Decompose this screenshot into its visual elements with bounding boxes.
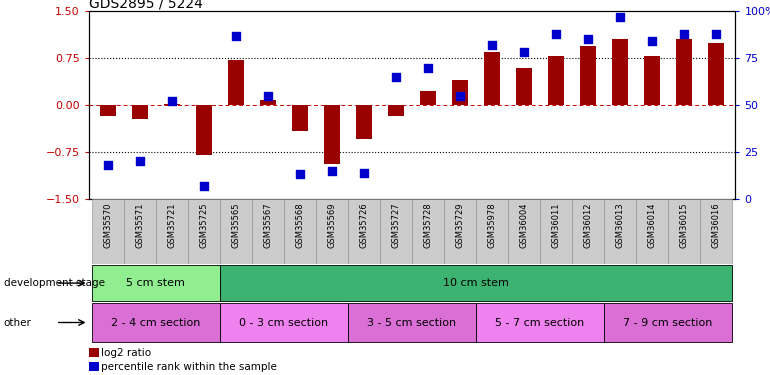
Text: GSM36004: GSM36004	[520, 202, 528, 248]
Bar	[292, 105, 308, 131]
Text: GSM35725: GSM35725	[199, 202, 209, 248]
Text: GSM36015: GSM36015	[680, 202, 688, 248]
Text: GSM36016: GSM36016	[711, 202, 721, 248]
Point	[229, 33, 242, 39]
Bar	[100, 105, 116, 116]
Bar	[508, 199, 540, 264]
Bar	[196, 105, 212, 155]
Bar	[676, 39, 692, 105]
Text: GDS2895 / 5224: GDS2895 / 5224	[89, 0, 203, 10]
Text: GSM35569: GSM35569	[327, 202, 336, 248]
Bar	[548, 56, 564, 105]
Text: percentile rank within the sample: percentile rank within the sample	[101, 362, 276, 372]
Bar	[284, 199, 316, 264]
Bar	[668, 199, 700, 264]
Bar	[188, 199, 219, 264]
Point	[326, 168, 338, 174]
Point	[518, 50, 531, 55]
Bar	[219, 199, 252, 264]
Bar	[700, 199, 732, 264]
Bar	[252, 199, 284, 264]
Bar	[644, 56, 660, 105]
Point	[582, 36, 594, 42]
Text: 3 - 5 cm section: 3 - 5 cm section	[367, 318, 457, 327]
Point	[678, 31, 690, 37]
Point	[710, 31, 722, 37]
Text: GSM35571: GSM35571	[136, 202, 144, 248]
Bar	[484, 52, 500, 105]
Text: 5 cm stem: 5 cm stem	[126, 278, 186, 288]
Text: 10 cm stem: 10 cm stem	[443, 278, 509, 288]
Text: 0 - 3 cm section: 0 - 3 cm section	[239, 318, 329, 327]
Bar	[420, 91, 436, 105]
Bar	[612, 39, 628, 105]
Bar	[92, 265, 219, 301]
Text: GSM35721: GSM35721	[167, 202, 176, 248]
Text: GSM35729: GSM35729	[456, 202, 464, 248]
Text: GSM36013: GSM36013	[615, 202, 624, 248]
Bar	[636, 199, 668, 264]
Text: GSM35726: GSM35726	[360, 202, 368, 248]
Bar	[604, 199, 636, 264]
Text: 2 - 4 cm section: 2 - 4 cm section	[111, 318, 200, 327]
Point	[293, 171, 306, 177]
Text: GSM35728: GSM35728	[424, 202, 433, 248]
Text: GSM35978: GSM35978	[487, 202, 497, 248]
Text: GSM36012: GSM36012	[584, 202, 593, 248]
Bar	[348, 199, 380, 264]
Bar	[452, 80, 468, 105]
Bar	[219, 265, 732, 301]
Bar	[572, 199, 604, 264]
Text: GSM36011: GSM36011	[551, 202, 561, 248]
Bar	[580, 46, 596, 105]
Text: other: other	[4, 318, 32, 327]
Point	[166, 98, 178, 104]
Bar	[92, 303, 219, 342]
Bar	[356, 105, 372, 140]
Bar	[348, 303, 476, 342]
Point	[262, 93, 274, 99]
Point	[422, 64, 434, 70]
Text: 5 - 7 cm section: 5 - 7 cm section	[495, 318, 584, 327]
Point	[358, 170, 370, 176]
Point	[102, 162, 114, 168]
Point	[390, 74, 402, 80]
Bar	[92, 199, 124, 264]
Text: GSM36014: GSM36014	[648, 202, 657, 248]
Point	[454, 93, 466, 99]
Bar	[516, 68, 532, 105]
Point	[486, 42, 498, 48]
Bar	[476, 199, 508, 264]
Bar	[219, 303, 348, 342]
Bar	[380, 199, 412, 264]
Text: GSM35568: GSM35568	[296, 202, 304, 248]
Bar	[324, 105, 340, 164]
Bar	[259, 100, 276, 105]
Bar	[476, 303, 604, 342]
Bar	[132, 105, 148, 119]
Bar	[156, 199, 188, 264]
Text: development stage: development stage	[4, 278, 105, 288]
Bar	[388, 105, 404, 116]
Text: GSM35565: GSM35565	[231, 202, 240, 248]
Point	[198, 183, 210, 189]
Bar	[604, 303, 732, 342]
Point	[134, 158, 146, 164]
Point	[550, 31, 562, 37]
Bar	[164, 104, 180, 105]
Bar	[412, 199, 444, 264]
Text: log2 ratio: log2 ratio	[101, 348, 151, 357]
Text: GSM35567: GSM35567	[263, 202, 273, 248]
Bar	[124, 199, 156, 264]
Bar	[708, 42, 724, 105]
Point	[646, 38, 658, 44]
Text: GSM35727: GSM35727	[391, 202, 400, 248]
Bar	[228, 60, 244, 105]
Text: 7 - 9 cm section: 7 - 9 cm section	[624, 318, 713, 327]
Bar	[316, 199, 348, 264]
Bar	[540, 199, 572, 264]
Bar	[444, 199, 476, 264]
Point	[614, 14, 626, 20]
Text: GSM35570: GSM35570	[103, 202, 112, 248]
